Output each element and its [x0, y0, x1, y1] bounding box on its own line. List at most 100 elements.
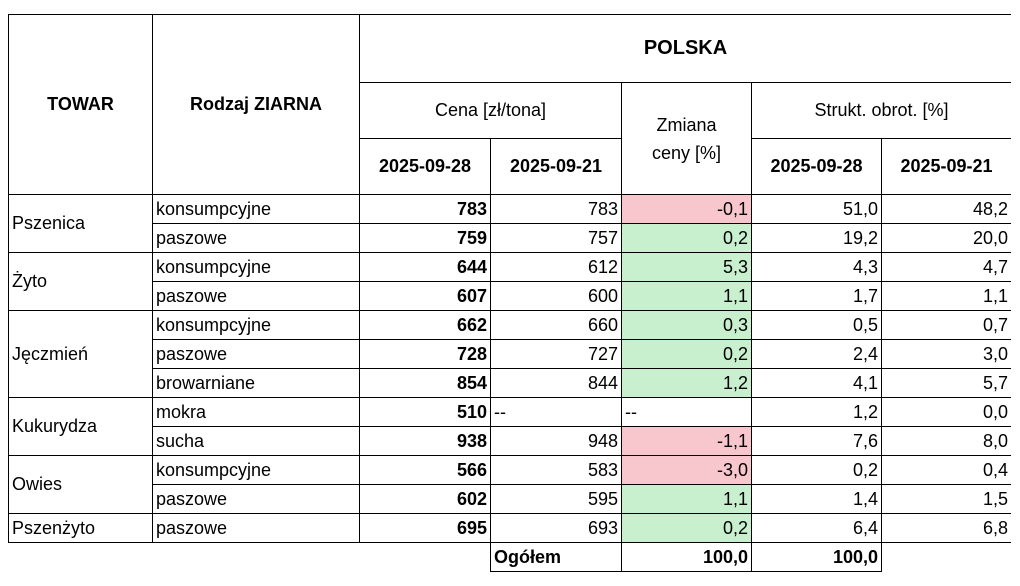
- price-cell: --: [490, 397, 622, 427]
- share-cell: 7,6: [751, 426, 882, 456]
- share-cell: 51,0: [751, 194, 882, 224]
- data-row: Pszenżyto paszowe 695 693 0,2 6,4 6,8: [8, 513, 1011, 543]
- change-cell: 0,2: [621, 223, 752, 253]
- price-cell: 695: [359, 513, 491, 543]
- grain-cell: paszowe: [152, 339, 360, 369]
- total-value: 100,0: [621, 542, 752, 572]
- price-cell: 644: [359, 252, 491, 282]
- empty-cell: [153, 543, 360, 572]
- price-cell: 948: [490, 426, 622, 456]
- grain-cell: sucha: [152, 426, 360, 456]
- data-row: Pszenica konsumpcyjne 783 783 -0,1 51,0 48,2: [8, 194, 1011, 253]
- share-cell: 2,4: [751, 339, 882, 369]
- total-value: 100,0: [751, 542, 882, 572]
- price-cell: 612: [490, 252, 622, 282]
- data-row: paszowe 759 757 0,2 19,2 20,0: [9, 223, 1011, 253]
- date-cell: 2025-09-21: [880, 138, 1011, 195]
- grain-cell: konsumpcyjne: [152, 194, 360, 224]
- grain-cell: paszowe: [152, 484, 360, 514]
- header-row: TOWAR Rodzaj ZIARNA POLSKA: [8, 14, 1011, 195]
- price-cell: 510: [359, 397, 491, 427]
- share-cell: 0,5: [751, 310, 882, 340]
- grain-cell: konsumpcyjne: [152, 252, 360, 282]
- share-cell: 4,3: [751, 252, 882, 282]
- data-row: Kukurydza mokra 510 -- -- 1,2 0,0: [8, 397, 1011, 456]
- total-label: Ogółem: [490, 542, 622, 572]
- price-cell: 783: [490, 194, 622, 224]
- grain-cell: konsumpcyjne: [152, 455, 360, 485]
- header-cell: Strukt. obrot. [%]: [750, 82, 1011, 139]
- data-row: paszowe 607 600 1,1 1,7 1,1: [9, 281, 1011, 311]
- change-cell: 1,1: [621, 484, 752, 514]
- data-row: sucha 938 948 -1,1 7,6 8,0: [9, 426, 1011, 456]
- header-cell: TOWAR: [8, 14, 153, 195]
- share-cell: 0,2: [751, 455, 882, 485]
- price-cell: 757: [490, 223, 622, 253]
- empty-cell: [360, 543, 491, 572]
- total-row: Ogółem 100,0 100,0: [9, 542, 1012, 572]
- grain-cell: paszowe: [152, 513, 360, 543]
- share-cell: 5,7: [880, 368, 1011, 398]
- data-row: Żyto konsumpcyjne 644 612 5,3 4,3 4,7: [8, 252, 1011, 311]
- commodity-cell: Żyto: [8, 252, 153, 311]
- date-cell: 2025-09-21: [490, 138, 622, 195]
- grain-cell: konsumpcyjne: [152, 310, 360, 340]
- share-cell: 1,7: [751, 281, 882, 311]
- price-cell: 566: [359, 455, 491, 485]
- share-cell: 0,0: [880, 397, 1011, 427]
- header-cell: Cena [zł/tona]: [359, 82, 622, 139]
- price-cell: 583: [490, 455, 622, 485]
- commodity-cell: Owies: [8, 455, 153, 514]
- change-cell: 1,2: [621, 368, 752, 398]
- change-cell: -0,1: [621, 194, 752, 224]
- share-cell: 0,7: [880, 310, 1011, 340]
- commodity-cell: Jęczmień: [8, 310, 153, 398]
- header-row: Cena [zł/tona] Zmiana ceny [%] Strukt. o…: [9, 82, 1011, 195]
- table-body: TOWAR Rodzaj ZIARNA POLSKA Cena [zł/tona…: [8, 14, 1012, 572]
- share-cell: 4,7: [880, 252, 1011, 282]
- header-row: 2025-09-28 2025-09-21 2025-09-28 2025-09…: [9, 138, 1011, 195]
- change-cell: 1,1: [621, 281, 752, 311]
- data-row: paszowe 602 595 1,1 1,4 1,5: [9, 484, 1011, 514]
- empty-cell: [9, 543, 153, 572]
- price-cell: 595: [490, 484, 622, 514]
- commodity-cell: Kukurydza: [8, 397, 153, 456]
- commodity-cell: Pszenica: [8, 194, 153, 253]
- share-cell: 4,1: [751, 368, 882, 398]
- price-table: TOWAR Rodzaj ZIARNA POLSKA Cena [zł/tona…: [8, 14, 1011, 572]
- share-cell: 19,2: [751, 223, 882, 253]
- data-row: Owies konsumpcyjne 566 583 -3,0 0,2 0,4: [8, 455, 1011, 514]
- price-cell: 600: [490, 281, 622, 311]
- data-row: browarniane 854 844 1,2 4,1 5,7: [9, 368, 1011, 398]
- share-cell: 3,0: [880, 339, 1011, 369]
- grain-cell: mokra: [152, 397, 360, 427]
- price-cell: 662: [359, 310, 491, 340]
- header-cell: Rodzaj ZIARNA: [152, 14, 360, 195]
- price-cell: 783: [359, 194, 491, 224]
- share-cell: 6,8: [880, 513, 1011, 543]
- grain-cell: paszowe: [152, 223, 360, 253]
- change-cell: -1,1: [621, 426, 752, 456]
- data-row: Jęczmień konsumpcyjne 662 660 0,3 0,5 0,7: [8, 310, 1011, 398]
- header-cell: Zmiana ceny [%]: [621, 82, 752, 195]
- date-cell: 2025-09-28: [359, 138, 491, 195]
- grain-cell: paszowe: [152, 281, 360, 311]
- price-cell: 607: [359, 281, 491, 311]
- price-cell: 602: [359, 484, 491, 514]
- change-cell: 0,2: [621, 513, 752, 543]
- commodity-cell: Pszenżyto: [8, 513, 153, 543]
- share-cell: 1,5: [880, 484, 1011, 514]
- change-cell: 0,3: [621, 310, 752, 340]
- price-cell: 727: [490, 339, 622, 369]
- share-cell: 0,4: [880, 455, 1011, 485]
- share-cell: 6,4: [751, 513, 882, 543]
- change-cell: 0,2: [621, 339, 752, 369]
- change-cell: -3,0: [621, 455, 752, 485]
- share-cell: 48,2: [880, 194, 1011, 224]
- table-wrap: TOWAR Rodzaj ZIARNA POLSKA Cena [zł/tona…: [8, 14, 1011, 574]
- share-cell: 1,4: [751, 484, 882, 514]
- change-cell: 5,3: [621, 252, 752, 282]
- data-row: paszowe 728 727 0,2 2,4 3,0: [9, 339, 1011, 369]
- header-cell: POLSKA: [358, 14, 1011, 83]
- grain-cell: browarniane: [152, 368, 360, 398]
